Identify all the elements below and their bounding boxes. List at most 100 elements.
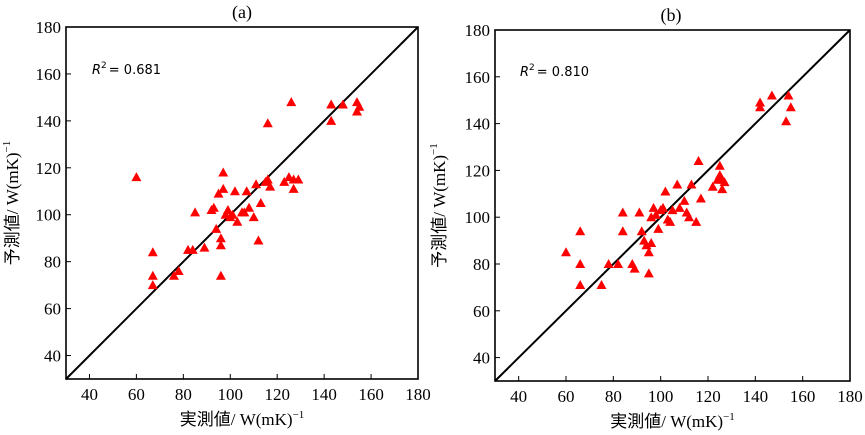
data-point xyxy=(603,259,614,268)
r2-symbol: R xyxy=(92,63,101,78)
data-point xyxy=(766,90,777,100)
x-tick-label: 180 xyxy=(405,385,431,404)
data-point xyxy=(653,223,664,233)
data-point xyxy=(719,177,730,187)
data-point xyxy=(650,209,661,219)
panel-label: (a) xyxy=(232,2,252,23)
data-point xyxy=(248,212,259,222)
data-point xyxy=(215,233,226,243)
x-tick-label: 120 xyxy=(264,385,290,404)
x-tick-label: 120 xyxy=(695,387,721,406)
r2-symbol: R xyxy=(520,65,529,80)
data-point xyxy=(674,202,685,212)
data-point xyxy=(575,259,586,268)
data-point xyxy=(667,205,678,215)
y-tick-label: 60 xyxy=(44,300,61,319)
data-point xyxy=(617,226,628,236)
data-point xyxy=(783,90,794,100)
data-point xyxy=(222,205,233,215)
data-point xyxy=(695,193,706,203)
data-point xyxy=(218,183,229,193)
y-tick-label: 100 xyxy=(36,206,62,225)
data-point xyxy=(672,179,683,189)
r2-value: = 0.681 xyxy=(109,63,161,78)
plot-frame xyxy=(65,26,419,380)
data-point xyxy=(229,186,240,196)
scatter-panel-b: (b) 40 60 80 100 120 140 160 180 40 60 80 100 120 140 1… xyxy=(428,5,863,431)
data-point xyxy=(147,247,158,257)
data-point xyxy=(613,259,624,268)
data-point xyxy=(596,280,607,290)
x-tick-label: 140 xyxy=(311,385,337,404)
data-point xyxy=(262,174,273,184)
x-tick-label: 80 xyxy=(175,385,192,404)
data-point xyxy=(293,174,304,184)
identity-line xyxy=(65,26,419,380)
data-point xyxy=(714,160,725,170)
data-point xyxy=(561,247,571,257)
r2-superscript: 2 xyxy=(101,61,107,71)
data-point xyxy=(208,202,219,212)
data-point xyxy=(337,99,348,109)
data-point xyxy=(693,156,704,166)
data-point xyxy=(755,97,766,107)
y-tick-label: 80 xyxy=(473,255,490,274)
data-point xyxy=(199,242,210,252)
data-point xyxy=(147,270,158,280)
y-tick-label: 100 xyxy=(465,208,491,227)
data-point xyxy=(147,280,158,290)
r2-annotation: R2 = 0.681 xyxy=(92,61,161,78)
panel-label: (b) xyxy=(661,5,682,26)
data-point xyxy=(173,266,184,276)
y-tick-label: 120 xyxy=(465,161,491,180)
data-point xyxy=(262,118,273,128)
data-point xyxy=(326,99,337,109)
data-point xyxy=(286,97,297,107)
data-point xyxy=(351,106,362,116)
data-point xyxy=(265,181,276,191)
data-point xyxy=(575,226,586,236)
data-point xyxy=(187,244,198,254)
data-point xyxy=(232,216,243,226)
y-tick-label: 40 xyxy=(44,347,61,366)
data-point xyxy=(643,247,654,257)
data-point xyxy=(665,216,676,226)
x-tick-label: 80 xyxy=(605,387,622,406)
data-point xyxy=(679,195,690,205)
x-axis-title: 実測値/ W(mK)−1 xyxy=(180,409,305,429)
data-point xyxy=(629,263,640,273)
data-point xyxy=(785,102,796,112)
x-tick-label: 160 xyxy=(358,385,384,404)
r2-annotation: R2 = 0.810 xyxy=(520,63,589,80)
x-tick-label: 140 xyxy=(743,387,769,406)
data-point xyxy=(244,202,255,212)
data-point xyxy=(648,202,659,212)
y-tick-label: 140 xyxy=(36,112,62,131)
data-point xyxy=(660,186,671,196)
data-point xyxy=(717,184,728,194)
data-point xyxy=(239,207,250,217)
data-point xyxy=(636,226,647,236)
x-tick-label: 100 xyxy=(648,387,674,406)
x-tick-label: 60 xyxy=(558,387,575,406)
data-point xyxy=(617,207,628,217)
y-tick-label: 80 xyxy=(44,253,61,272)
data-point xyxy=(646,212,657,222)
data-point xyxy=(288,183,299,193)
y-tick-label: 140 xyxy=(465,115,491,134)
y-axis-title: 予測値/ W(mK)−1 xyxy=(1,141,22,266)
data-point xyxy=(575,280,586,290)
data-point xyxy=(168,270,179,280)
x-tick-label: 180 xyxy=(837,387,863,406)
data-point xyxy=(215,270,226,280)
data-point xyxy=(251,179,262,189)
data-point xyxy=(218,167,229,177)
x-tick-label: 40 xyxy=(510,387,527,406)
data-point xyxy=(658,202,669,212)
y-tick-label: 160 xyxy=(36,65,62,84)
x-tick-label: 60 xyxy=(128,385,145,404)
data-point xyxy=(213,188,224,198)
x-axis-title: 実測値/ W(mK)−1 xyxy=(610,411,735,431)
y-tick-label: 180 xyxy=(36,18,62,37)
